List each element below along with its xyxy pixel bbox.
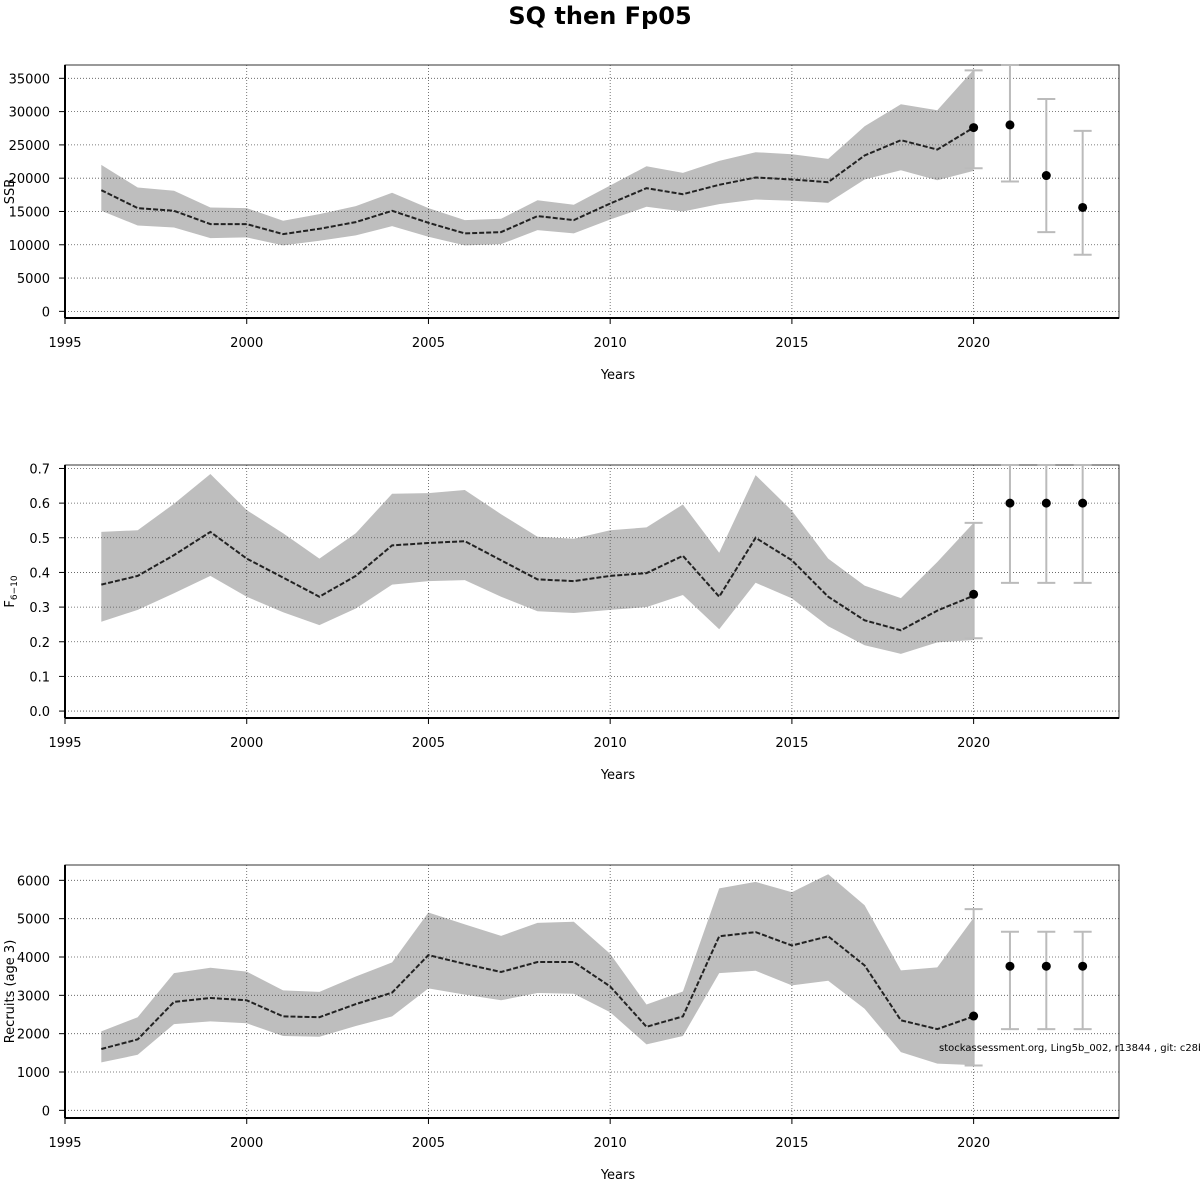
- x-tick-label: 2005: [412, 736, 445, 751]
- x-tick-label: 1995: [48, 336, 81, 351]
- x-tick-label: 2010: [594, 1136, 627, 1151]
- y-tick-label: 0.5: [29, 532, 50, 547]
- forecast-point: [1041, 171, 1051, 181]
- y-axis-label: Recruits (age 3): [3, 940, 18, 1044]
- x-tick-label: 2015: [775, 1136, 808, 1151]
- forecast-series: [964, 64, 1092, 256]
- forecast-point: [1078, 202, 1088, 212]
- x-tick-label: 2010: [594, 736, 627, 751]
- forecast-series: [964, 464, 1092, 640]
- x-tick-label: 2015: [775, 736, 808, 751]
- y-tick-label: 30000: [9, 106, 50, 121]
- y-tick-label: 15000: [9, 205, 50, 220]
- confidence-band: [101, 874, 974, 1066]
- plot-area: [65, 65, 1119, 318]
- y-tick-label: 20000: [9, 172, 50, 187]
- forecast-point: [969, 589, 979, 599]
- y-tick-label: 6000: [17, 874, 50, 889]
- y-tick-label: 10000: [9, 239, 50, 254]
- forecast-series: [964, 908, 1092, 1067]
- forecast-point: [1078, 498, 1088, 508]
- x-tick-label: 2000: [230, 1136, 263, 1151]
- x-axis-label: Years: [600, 768, 636, 783]
- forecast-point: [1005, 120, 1015, 130]
- plot-area: [65, 465, 1119, 718]
- forecast-point: [1041, 961, 1051, 971]
- y-tick-label: 35000: [9, 72, 50, 87]
- estimate-line: [100, 126, 975, 236]
- y-axis-label: F6−10: [3, 575, 20, 607]
- forecast-point: [1041, 498, 1051, 508]
- y-tick-label: 5000: [17, 272, 50, 287]
- forecast-point: [969, 123, 979, 133]
- credit-text: stockassessment.org, Ling5b_002, r13844 …: [939, 1043, 1200, 1054]
- y-tick-label: 5000: [17, 913, 50, 928]
- y-tick-label: 0: [42, 305, 50, 320]
- x-axis-label: Years: [600, 1168, 636, 1183]
- y-tick-label: 0.1: [29, 670, 50, 685]
- y-tick-label: 0.3: [29, 601, 50, 616]
- y-tick-label: 0: [42, 1104, 50, 1119]
- y-tick-label: 0.0: [29, 705, 50, 720]
- confidence-band: [101, 69, 974, 246]
- confidence-band: [101, 474, 974, 654]
- y-tick-label: 1000: [17, 1066, 50, 1081]
- y-tick-label: 2000: [17, 1028, 50, 1043]
- x-tick-label: 1995: [48, 1136, 81, 1151]
- x-tick-label: 2020: [957, 736, 990, 751]
- y-tick-label: 0.2: [29, 636, 50, 651]
- forecast-point: [1078, 961, 1088, 971]
- y-tick-label: 0.6: [29, 497, 50, 512]
- ssb-panel: 1995 2000 2005 2010 2015 2020 0 5000 10000 15000 2…: [3, 64, 1120, 383]
- x-tick-label: 2000: [230, 736, 263, 751]
- fishing-mortality-panel: 1995 2000 2005 2010 2015 2020 0.0 0.1 0.2 0.3 0.4 0…: [3, 462, 1120, 783]
- y-axis-label: SSB: [3, 179, 18, 204]
- forecast-point: [1005, 498, 1015, 508]
- x-tick-label: 1995: [48, 736, 81, 751]
- y-tick-label: 0.4: [29, 566, 50, 581]
- recruits-panel: 1995 2000 2005 2010 2015 2020 0 1000 2000 3000 400…: [3, 864, 1120, 1183]
- x-axis-label: Years: [600, 368, 636, 383]
- x-tick-label: 2010: [594, 336, 627, 351]
- x-tick-label: 2020: [957, 336, 990, 351]
- x-tick-label: 2020: [957, 1136, 990, 1151]
- x-tick-label: 2005: [412, 336, 445, 351]
- x-tick-label: 2005: [412, 1136, 445, 1151]
- estimate-line: [101, 931, 974, 1050]
- y-tick-label: 0.7: [29, 462, 50, 477]
- x-tick-label: 2000: [230, 336, 263, 351]
- plot-area: [65, 865, 1119, 1118]
- y-tick-label: 4000: [17, 951, 50, 966]
- forecast-point: [1005, 961, 1015, 971]
- estimate-line: [101, 530, 974, 632]
- forecast-point: [969, 1011, 979, 1021]
- x-tick-label: 2015: [775, 336, 808, 351]
- chart-title: SQ then Fp05: [508, 2, 691, 30]
- y-tick-label: 3000: [17, 989, 50, 1004]
- y-tick-label: 25000: [9, 139, 50, 154]
